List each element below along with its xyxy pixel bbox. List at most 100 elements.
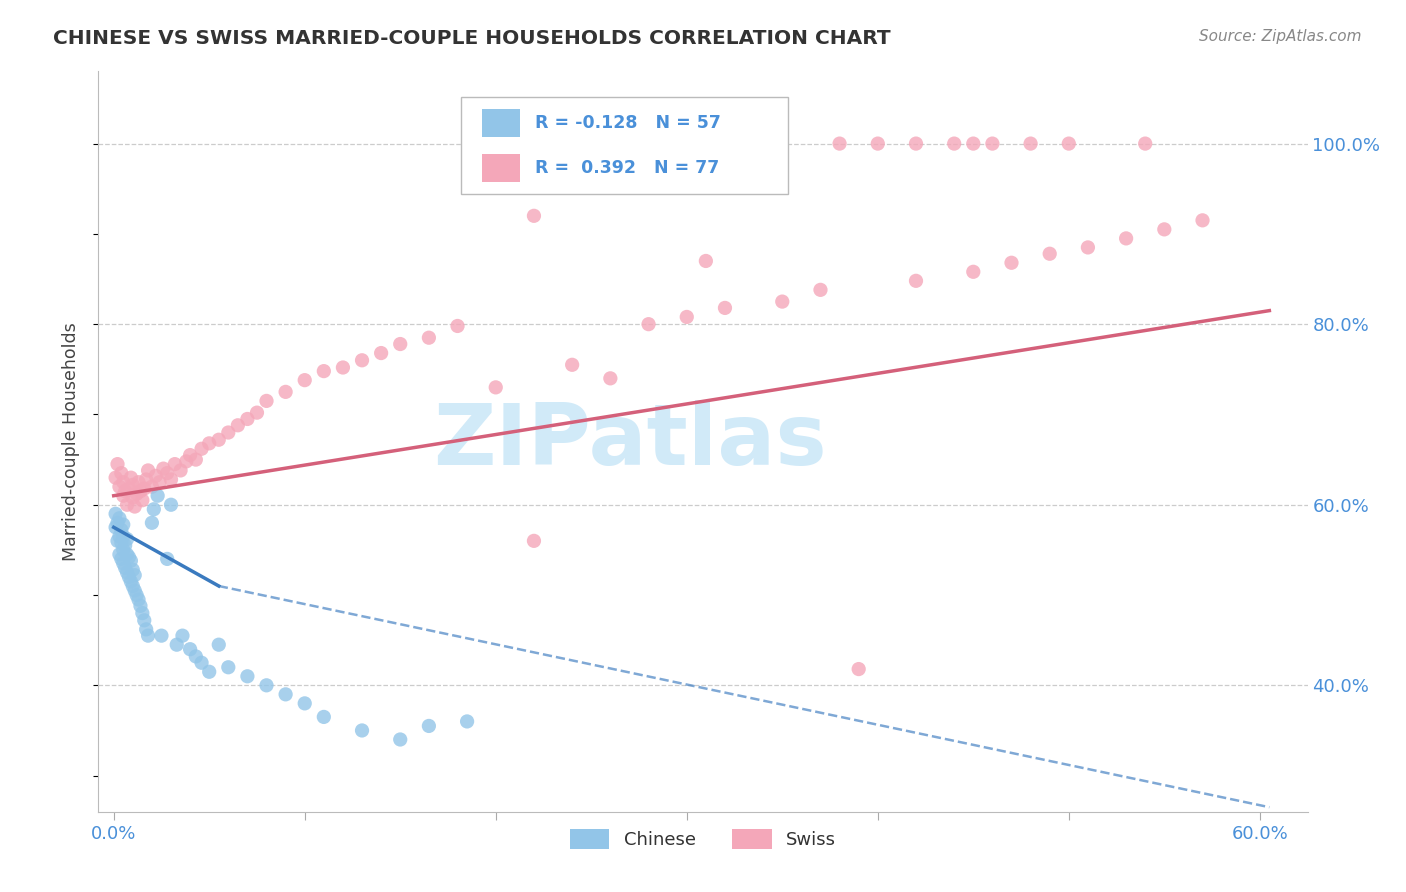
Point [350, 353, 373, 368]
Point [981, 136, 1004, 151]
Point [274, 384, 297, 399]
Point [256, 393, 278, 408]
Text: CHINESE VS SWISS MARRIED-COUPLE HOUSEHOLDS CORRELATION CHART: CHINESE VS SWISS MARRIED-COUPLE HOUSEHOL… [53, 29, 891, 48]
Point [112, 517, 135, 532]
Point [121, 491, 143, 505]
Point [120, 574, 142, 589]
Point [118, 482, 141, 496]
Point [198, 436, 221, 450]
Point [190, 442, 212, 456]
Point [1057, 136, 1080, 151]
Point [1115, 231, 1137, 245]
Point [115, 566, 138, 580]
Point [141, 516, 163, 530]
Point [169, 463, 191, 477]
Point [389, 337, 412, 351]
Point [114, 538, 136, 552]
Point [125, 487, 148, 501]
Point [418, 719, 440, 733]
Point [236, 412, 259, 426]
Point [160, 498, 183, 512]
Point [370, 346, 392, 360]
Point [172, 629, 194, 643]
Point [124, 500, 146, 514]
Point [217, 660, 239, 674]
Point [1019, 136, 1042, 151]
Point [236, 669, 259, 683]
Point [312, 710, 335, 724]
Point [134, 613, 156, 627]
Point [118, 550, 141, 565]
Point [120, 554, 142, 568]
Point [166, 638, 188, 652]
Point [156, 466, 179, 480]
Point [523, 209, 546, 223]
Y-axis label: Married-couple Households: Married-couple Households [62, 322, 80, 561]
Point [256, 678, 278, 692]
Point [107, 457, 129, 471]
Point [294, 697, 316, 711]
Point [142, 502, 165, 516]
Point [141, 480, 163, 494]
Point [104, 507, 127, 521]
Point [112, 557, 135, 571]
Point [637, 317, 659, 331]
Point [134, 482, 156, 496]
Point [599, 371, 621, 385]
Point [1077, 240, 1099, 254]
Point [110, 523, 132, 537]
Point [389, 732, 412, 747]
Point [104, 470, 127, 484]
Point [312, 364, 335, 378]
Point [1191, 213, 1213, 227]
Point [112, 542, 135, 557]
Point [695, 254, 717, 268]
Point [943, 136, 966, 151]
Point [125, 588, 148, 602]
Point [128, 592, 150, 607]
Point [675, 310, 697, 324]
Point [121, 478, 143, 492]
Point [962, 265, 984, 279]
Point [121, 579, 143, 593]
Point [1000, 256, 1022, 270]
Point [150, 629, 173, 643]
Point [114, 561, 136, 575]
Point [184, 452, 207, 467]
Point [136, 463, 159, 477]
Point [208, 638, 231, 652]
Point [135, 623, 157, 637]
Point [124, 583, 146, 598]
Point [110, 535, 132, 549]
Point [112, 529, 135, 543]
Point [1153, 222, 1175, 236]
Point [418, 331, 440, 345]
Point [121, 563, 143, 577]
Point [160, 473, 183, 487]
Point [115, 532, 138, 546]
Point [108, 480, 131, 494]
Point [962, 136, 984, 151]
Point [129, 599, 152, 613]
Point [108, 529, 131, 543]
Point [485, 380, 508, 394]
Point [848, 662, 870, 676]
Point [810, 283, 832, 297]
Point [208, 433, 231, 447]
FancyBboxPatch shape [461, 97, 787, 194]
Point [866, 136, 889, 151]
Point [128, 475, 150, 490]
Point [129, 484, 152, 499]
Point [226, 418, 249, 433]
Point [107, 533, 129, 548]
Point [190, 656, 212, 670]
Point [904, 136, 927, 151]
Text: R =  0.392   N = 77: R = 0.392 N = 77 [534, 159, 720, 177]
Point [108, 548, 131, 562]
Text: R = -0.128   N = 57: R = -0.128 N = 57 [534, 114, 721, 132]
Point [148, 475, 170, 490]
Point [523, 533, 546, 548]
Point [152, 461, 174, 475]
Point [163, 457, 186, 471]
Point [112, 475, 135, 490]
